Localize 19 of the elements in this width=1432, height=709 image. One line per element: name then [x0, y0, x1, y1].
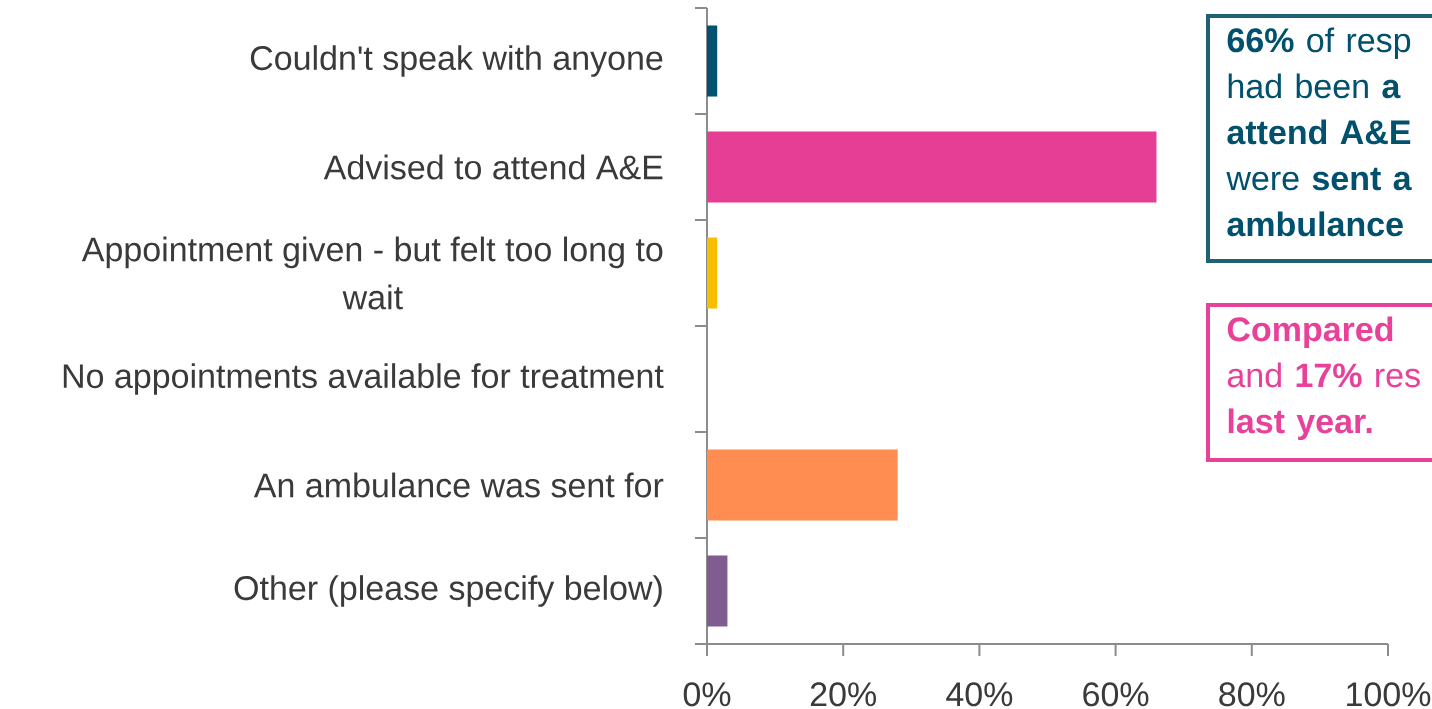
bar	[707, 555, 728, 627]
x-tick-label: 60%	[1083, 682, 1149, 707]
bar	[707, 131, 1157, 203]
annotation: Compared and 17% res last year.	[1227, 316, 1420, 441]
annotation: 66% of resp had been a attend A&E were sent a ambulance	[1226, 27, 1412, 237]
x-tick-label: 80%	[1219, 682, 1285, 707]
x-tick-label: 0%	[683, 682, 731, 707]
y-tick-label: Couldn't speak with anyone	[250, 45, 663, 77]
y-tick-label: No appointments available for treatment	[63, 363, 664, 395]
y-tick-label: Appointment given - but felt too long to wait	[81, 236, 663, 310]
bar	[707, 449, 898, 521]
x-tick-label: 40%	[946, 682, 1013, 707]
x-tick-label: 20%	[810, 682, 876, 707]
x-tick-label: 100%	[1347, 682, 1431, 707]
y-tick-label: Other (please specify below)	[234, 575, 662, 607]
y-tick-label: Advised to attend A&E	[323, 154, 663, 180]
y-tick-label: An ambulance was sent for	[253, 472, 664, 498]
bar	[707, 25, 718, 97]
bar	[707, 237, 718, 309]
